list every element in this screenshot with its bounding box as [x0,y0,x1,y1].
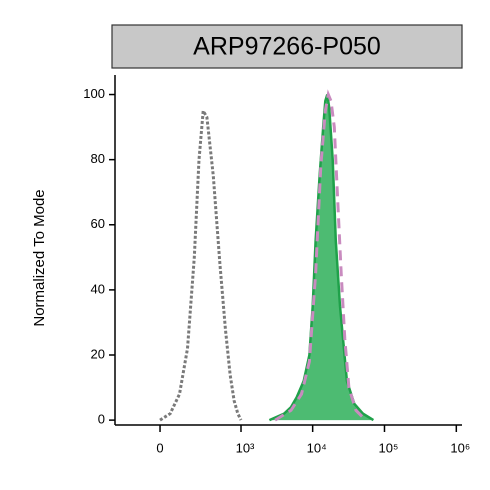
y-tick-label: 60 [91,216,105,231]
x-tick-label: 10⁵ [379,440,399,455]
y-tick-label: 0 [98,412,105,427]
chart-title: ARP97266-P050 [193,33,381,61]
y-tick-label: 100 [83,86,105,101]
x-tick-label: 10³ [236,440,255,455]
y-tick-label: 40 [91,281,105,296]
y-tick-label: 80 [91,151,105,166]
series-line [274,89,367,422]
y-tick-label: 20 [91,346,105,361]
series-area [269,94,374,421]
x-tick-label: 10⁴ [307,440,327,455]
x-tick-label: 10⁶ [450,440,470,455]
series-line [268,94,375,422]
x-tick-label: 0 [156,440,163,455]
series-line [159,105,243,422]
y-axis-label: Normalized To Mode [31,189,48,326]
title-box [111,24,463,69]
